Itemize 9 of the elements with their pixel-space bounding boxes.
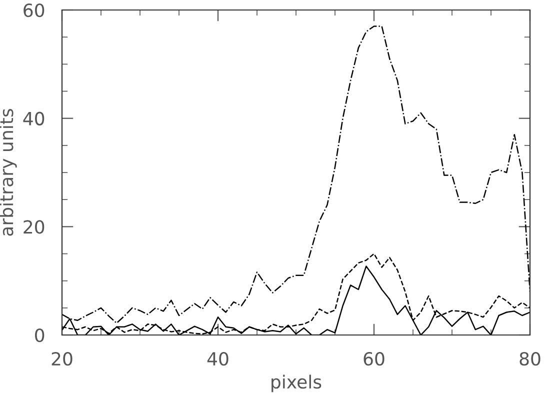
x-tick-label: 40 — [207, 352, 228, 366]
y-tick-label: 60 — [24, 3, 44, 18]
x-tick-label: 60 — [364, 352, 384, 366]
y-tick-label: 0 — [35, 328, 44, 342]
x-tick-label: 20 — [52, 352, 72, 366]
x-tick-label: 80 — [520, 352, 540, 366]
y-tick-label: 40 — [23, 112, 44, 126]
y-tick-label: 20 — [24, 220, 44, 234]
x-axis-title: pixels — [272, 374, 322, 392]
